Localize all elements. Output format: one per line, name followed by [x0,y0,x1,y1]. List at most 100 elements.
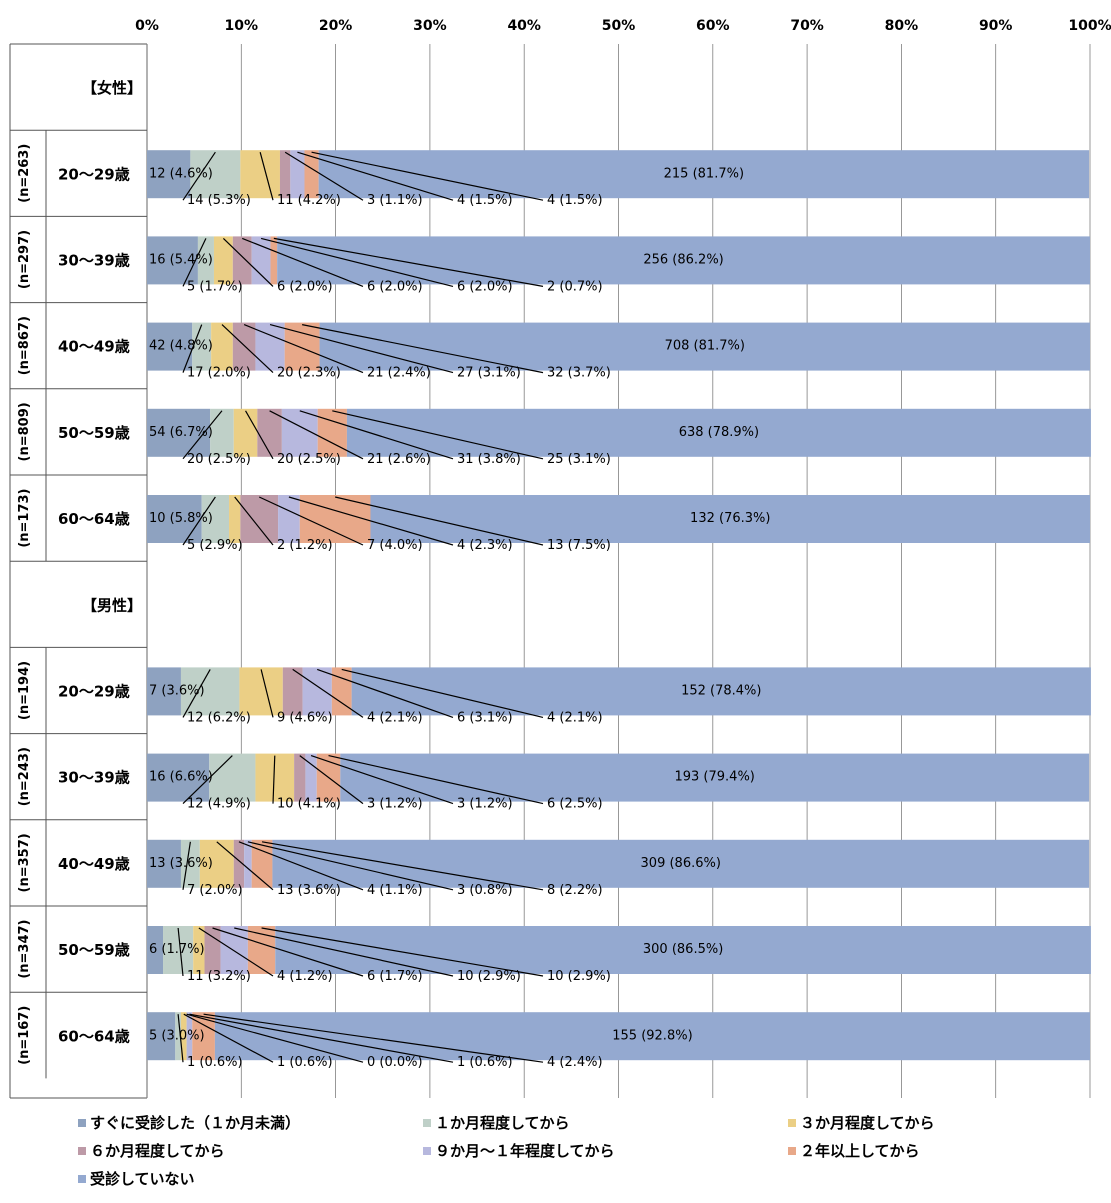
leader-line [182,151,216,201]
sample-size-label: (n=194) [17,661,32,720]
bar-segment [163,926,194,974]
x-tick-label: 90% [979,18,1013,34]
data-label: 32 (3.7%) [547,366,611,381]
leader-line [242,237,364,287]
leader-line [182,324,203,373]
bar-segment [209,753,256,802]
data-label: 20 (2.3%) [277,366,341,381]
sample-size-label: (n=167) [17,1006,32,1065]
bar-segment [240,495,279,543]
leader-line [273,237,544,287]
data-label: 638 (78.9%) [679,425,759,440]
legend-swatch [78,1174,86,1183]
bar-segment [232,322,256,371]
data-label: 193 (79.4%) [674,770,754,785]
bar-segment [190,150,241,199]
legend-item: 受診していない [78,1168,195,1189]
bar-segment [186,1012,193,1061]
leader-line [269,324,454,374]
leader-line [260,669,274,718]
legend-label: ６か月程度してから [90,1142,225,1160]
data-label: 25 (3.1%) [547,452,611,467]
legend-item: ３か月程度してから [788,1112,935,1133]
x-tick-label: 30% [413,18,447,34]
data-label: 3 (1.1%) [367,193,423,208]
data-label: 54 (6.7%) [149,425,213,440]
data-label: 309 (86.6%) [641,856,721,871]
leader-line [272,755,276,804]
data-label: 300 (86.5%) [643,942,723,957]
bar-segment [257,408,282,457]
leader-line [288,496,454,546]
age-label: 20～29歳 [58,165,130,183]
leader-line [328,755,544,805]
legend-label: 受診していない [90,1170,195,1188]
data-label: 6 (2.0%) [457,279,513,294]
bar-segment [240,150,280,199]
legend-swatch [788,1146,796,1155]
data-label: 5 (3.0%) [149,1028,205,1043]
age-label: 40～49歳 [58,338,130,356]
legend-item: ２年以上してから [788,1140,920,1161]
bar-segment [278,495,300,543]
bar-segment [346,408,1091,457]
legend-swatch [423,1146,431,1155]
leader-line [284,151,364,201]
data-label: 11 (4.2%) [277,193,341,208]
leader-line [299,755,364,805]
data-label: 4 (1.5%) [547,193,603,208]
leader-line [238,841,364,891]
leader-line [261,927,544,977]
data-label: 16 (6.6%) [149,770,213,785]
data-label: 20 (2.5%) [187,452,251,467]
bar-segment [147,1012,176,1061]
data-label: 20 (2.5%) [277,452,341,467]
data-label: 42 (4.8%) [149,339,213,354]
leader-line [243,324,364,374]
bar-segment [239,667,283,716]
legend-swatch [423,1118,431,1127]
bar-segment [180,667,240,716]
bar-segment [302,667,332,716]
leader-line [317,668,454,718]
data-label: 4 (1.2%) [277,969,333,984]
sample-size-label: (n=867) [17,316,32,375]
bar-segment [229,495,241,543]
leader-line [311,151,544,201]
data-label: 6 (3.1%) [457,710,513,725]
bar-segment [147,236,198,285]
data-label: 7 (3.6%) [149,684,205,699]
leader-line [198,927,274,977]
data-label: 215 (81.7%) [664,166,744,181]
x-tick-label: 10% [225,18,259,34]
age-label: 30～39歳 [58,769,130,787]
bar-segment [351,667,1091,716]
bar-segment [193,926,205,974]
x-tick-label: 70% [790,18,824,34]
legend-label: ９か月～１年程度してから [435,1142,615,1160]
age-label: 30～39歳 [58,252,130,270]
x-tick-label: 60% [696,18,730,34]
data-label: 1 (0.6%) [277,1055,333,1070]
data-label: 17 (2.0%) [187,366,251,381]
data-label: 0 (0.0%) [367,1055,423,1070]
leader-line [332,410,544,460]
data-label: 2 (0.7%) [547,279,603,294]
data-label: 6 (1.7%) [367,969,423,984]
bar-segment [147,926,164,974]
bar-segment [244,839,252,888]
sample-size-label: (n=347) [17,920,32,979]
leader-line [212,927,364,977]
bar-segment [284,322,320,371]
data-label: 3 (1.2%) [367,797,423,812]
group-label: 【女性】 [82,79,142,97]
age-label: 60～64歳 [58,1027,130,1045]
legend-swatch [78,1118,86,1127]
data-label: 10 (5.8%) [149,511,213,526]
bar-segment [233,408,258,457]
leader-line [234,496,274,546]
data-label: 5 (1.7%) [187,279,243,294]
leader-line [177,1014,184,1063]
leader-line [183,1013,274,1063]
